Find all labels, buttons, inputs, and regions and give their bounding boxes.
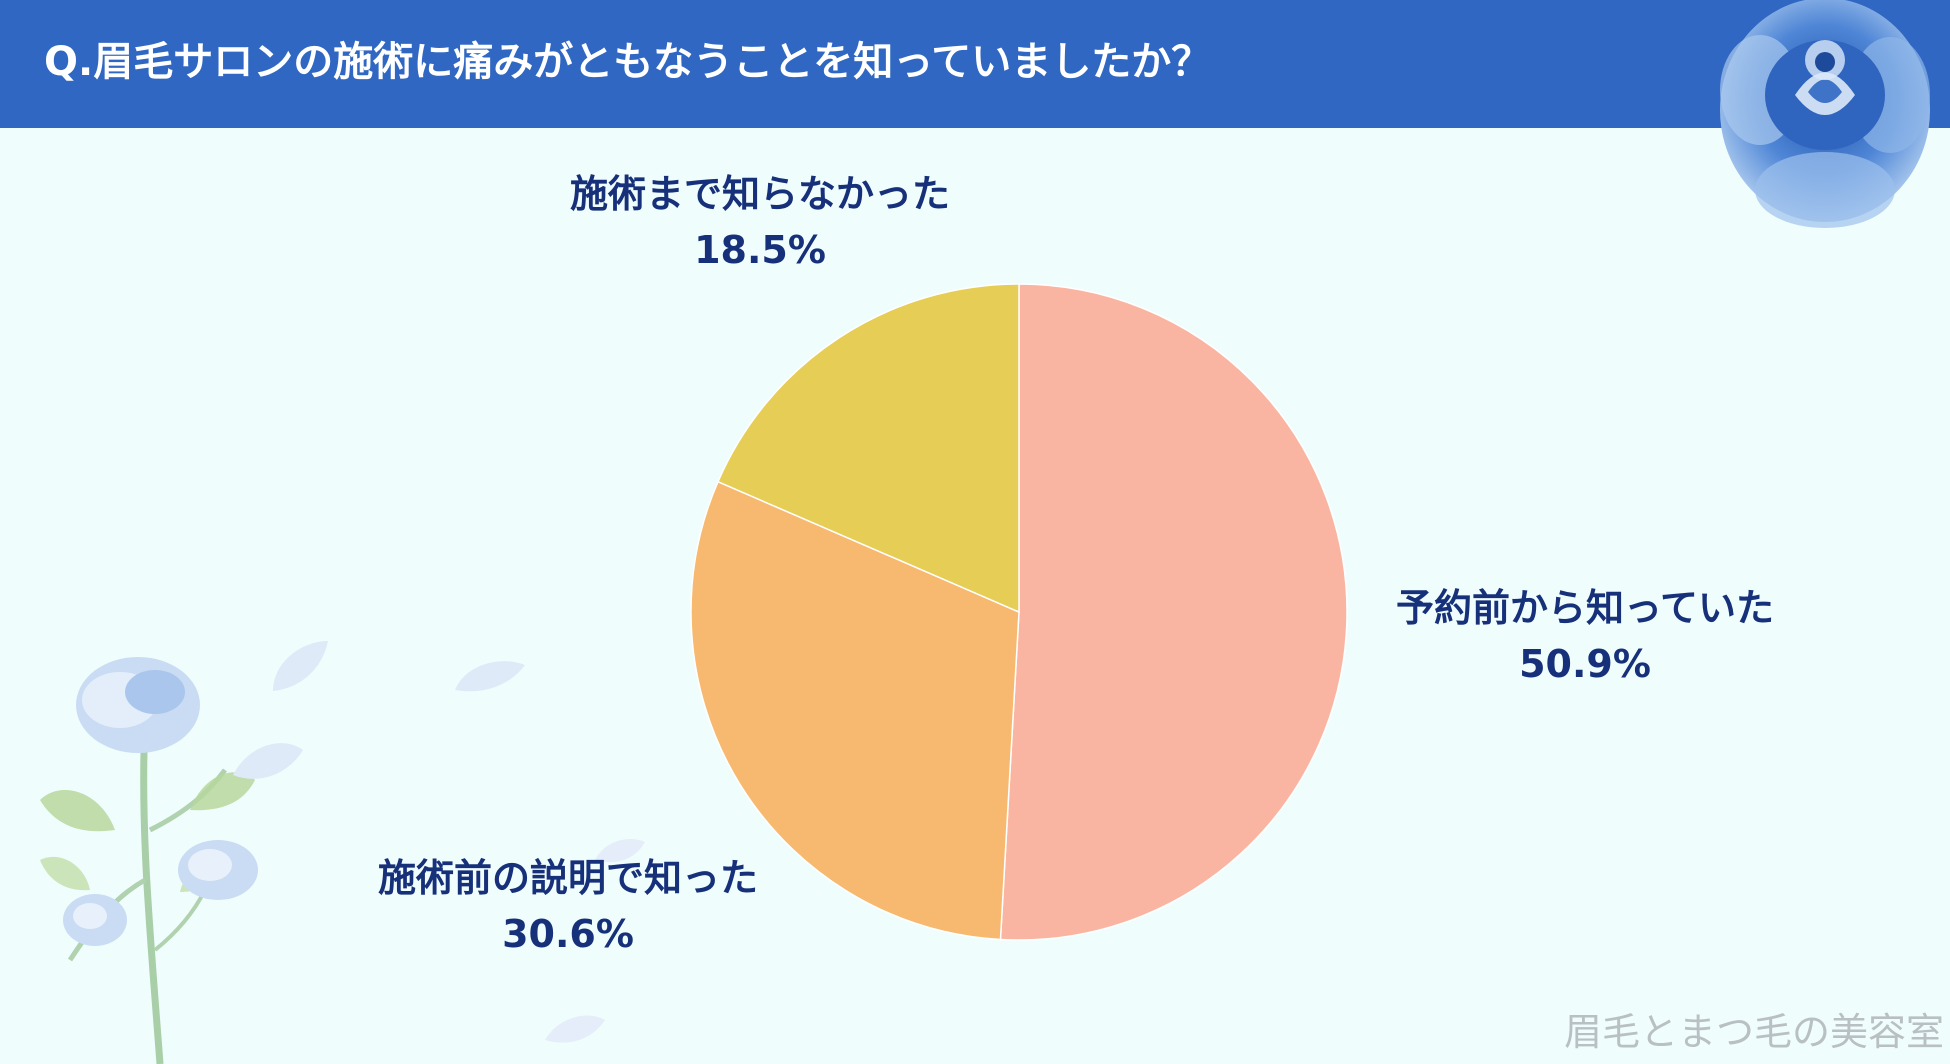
slice-label-value: 50.9% [1519,642,1651,686]
petal-icon [595,839,645,863]
slice-label-text: 施術前の説明で知った [377,856,758,900]
petal-icon [273,641,328,691]
slice-label-value: 18.5% [694,228,826,272]
petal-icon [455,661,525,692]
petal-icon [233,743,303,779]
slice-label-text: 施術まで知らなかった [569,172,950,216]
slice-label-text: 予約前から知っていた [1395,586,1775,630]
blue-rose-icon [1720,0,1930,228]
page-title: Q.眉毛サロンの施術に痛みがともなうことを知っていましたか？ [44,39,1212,85]
pie-slice-0 [999,283,1348,941]
pie-slice-1 [690,480,1020,941]
slice-label-shiranakatta: 施術まで知らなかった 18.5% [480,166,1040,278]
pie-slice-2 [716,283,1020,614]
header-bar: Q.眉毛サロンの施術に痛みがともなうことを知っていましたか？ [0,0,1950,128]
slice-label-sejutsumae: 施術前の説明で知った 30.6% [288,850,848,962]
slice-label-yoyakumae: 予約前から知っていた 50.9% [1305,580,1865,692]
slice-label-value: 30.6% [502,912,634,956]
petal-icon [545,1015,605,1043]
watermark: 眉毛とまつ毛の美容室 [1563,1010,1944,1054]
blue-rose-stem-icon [40,657,258,1064]
